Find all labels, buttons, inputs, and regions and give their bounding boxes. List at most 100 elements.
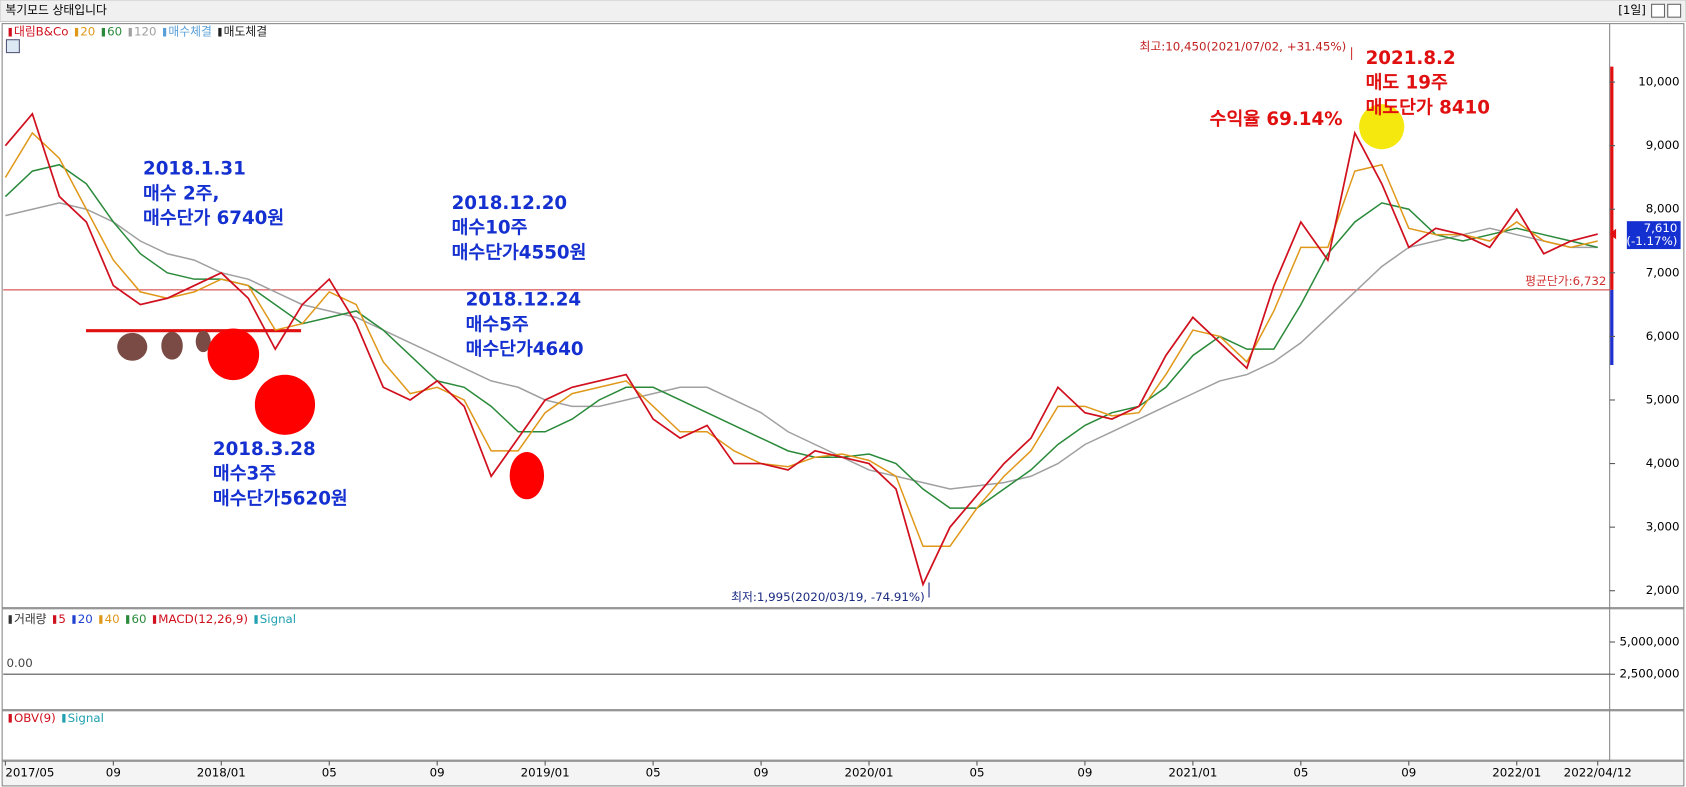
toolbar-icon[interactable] [5,39,20,54]
marker-circle [509,452,545,500]
x-tick-label: 2019/01 [521,766,570,780]
legend-label: 20 [80,25,95,39]
last-price-pointer [1609,228,1617,240]
legend-swatch [53,615,57,624]
x-tick-label: 09 [106,766,121,780]
annotation: 2021.8.2 [1366,48,1456,69]
legend-swatch [254,615,258,624]
price-panel [1,23,1685,609]
annotation: 2018.12.20 [452,193,568,214]
annotation: 매도단가 8410 [1366,97,1490,118]
last-change: (-1.17%) [1626,234,1677,248]
y-tick-label: 10,000 [1638,75,1679,89]
x-tick-label: 05 [322,766,337,780]
legend-swatch [126,615,130,624]
legend-swatch [128,27,132,37]
x-axis-strip [1,760,1685,787]
annotation: 매수단가4550원 [452,242,587,263]
macd-panel [1,608,1685,711]
annotation: 매수단가4640 [466,339,584,360]
legend-label: 매수체결 [168,25,211,39]
legend-swatch [99,615,103,624]
legend-swatch [62,713,66,723]
legend-label: 5 [58,612,66,626]
x-tick-label: 09 [430,766,445,780]
y-tick-label: 5,000 [1646,392,1680,406]
x-tick-label: 2020/01 [844,766,893,780]
annotation: 매수3주 [213,464,276,485]
x-tick-label: 2022/01 [1492,766,1541,780]
x-tick-label: 2018/01 [197,766,246,780]
y-tick-label: 5,000,000 [1619,635,1679,649]
window-title: 복기모드 상태입니다 [5,3,107,17]
y-tick-label: 8,000 [1646,202,1680,216]
annotation: 매수 2주, [143,183,219,204]
annotation: 매도 19주 [1366,73,1448,94]
legend-label: 거래량 [14,612,47,626]
legend-label: 60 [107,25,122,39]
series-line [4,163,1598,509]
legend-swatch [101,27,106,37]
annotation: 2018.12.24 [466,290,582,311]
restore-button[interactable] [1651,3,1666,18]
legend-label: 대림B&Co [14,25,68,39]
x-tick-label: 05 [969,766,984,780]
marker-circle [207,328,260,381]
legend-label: 120 [134,25,157,39]
annotation: 2018.3.28 [213,439,316,460]
legend-label: 60 [131,612,146,626]
legend-label: Signal [68,711,104,725]
y-tick-label: 7,000 [1646,265,1680,279]
legend-label: Signal [260,612,296,626]
marker-circle [1359,104,1405,150]
annotation: 매수5주 [466,314,529,335]
title-bar [0,0,1686,23]
legend-swatch [8,27,12,37]
x-tick-label: 09 [1401,766,1416,780]
y-tick-label: 4,000 [1646,456,1680,470]
legend-swatch [218,27,222,37]
legend-swatch [8,713,12,723]
high-label: 최고:10,450(2021/07/02, +31.45%) [1140,40,1347,54]
legend-swatch [72,615,76,624]
x-tick-label: 05 [1293,766,1308,780]
x-tick-label: 2017/05 [5,766,54,780]
legend-swatch [8,615,12,624]
obv-panel [1,710,1685,761]
series-line [4,112,1598,587]
x-tick-label: 2022/04/12 [1564,766,1632,780]
y-tick-label: 3,000 [1646,520,1680,534]
legend-label: MACD(12,26,9) [158,612,248,626]
x-tick-label: 2021/01 [1168,766,1217,780]
legend-label: 40 [105,612,120,626]
annotation: 매수단가5620원 [213,488,348,509]
close-button[interactable] [1667,3,1682,18]
y-tick-label: 2,000 [1646,583,1680,597]
marker-circle [195,330,211,353]
marker-circle [117,332,148,361]
x-tick-label: 05 [646,766,661,780]
series-line [4,131,1598,547]
x-tick-label: 09 [754,766,769,780]
marker-circle [161,331,183,360]
last-price: 7,610 [1644,221,1678,235]
marker-circle [254,374,316,435]
series-line [5,202,1598,490]
legend-swatch [163,27,167,37]
legend-swatch [152,615,157,624]
legend-swatch [74,27,79,37]
low-label: 최저:1,995(2020/03/19, -74.91%) [731,590,925,604]
zero-label: 0.00 [6,656,32,670]
period-button[interactable]: [1일] [1618,3,1646,17]
y-tick-label: 6,000 [1646,329,1680,343]
y-tick-label: 9,000 [1646,138,1680,152]
annotation: 매수10주 [452,218,528,239]
annotation: 2018.1.31 [143,159,246,180]
legend-label: 매도체결 [224,25,267,39]
x-tick-label: 09 [1077,766,1092,780]
average-price-label: 평균단가:6,732 [1525,274,1606,288]
legend-label: 20 [78,612,93,626]
y-tick-label: 2,500,000 [1619,667,1679,681]
annotation: 수익율 69.14% [1210,109,1343,130]
